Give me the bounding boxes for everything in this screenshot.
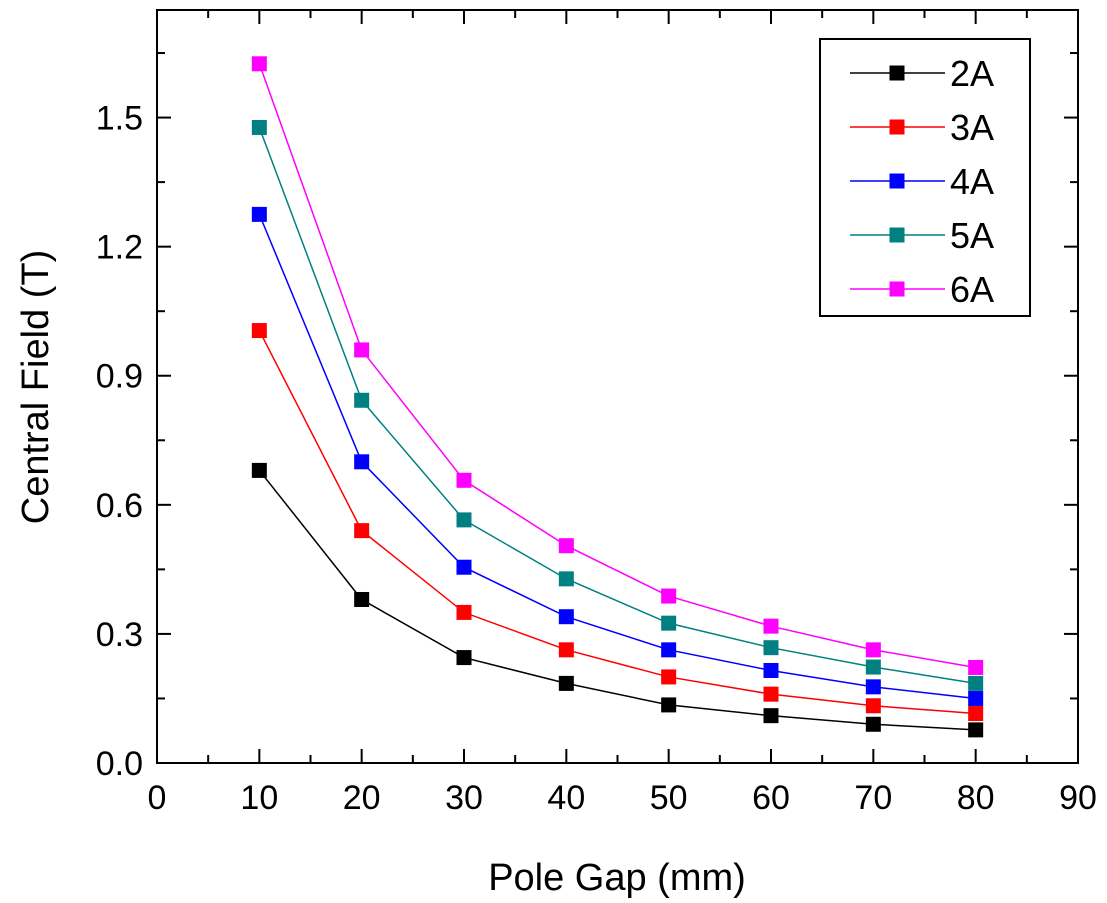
legend-marker-5A <box>889 227 905 243</box>
data-point-5A <box>456 512 472 528</box>
data-point-3A <box>661 669 677 685</box>
data-point-5A <box>865 659 881 675</box>
data-point-5A <box>763 640 779 656</box>
legend-marker-3A <box>889 119 905 135</box>
data-point-6A <box>456 472 472 488</box>
y-tick-label: 0.9 <box>96 358 143 396</box>
legend-label-6A: 6A <box>950 269 994 310</box>
data-point-4A <box>763 662 779 678</box>
data-point-6A <box>558 538 574 554</box>
data-point-4A <box>661 642 677 658</box>
y-tick-label: 0.3 <box>96 616 143 654</box>
series-line-6A <box>258 63 976 669</box>
data-point-3A <box>456 604 472 620</box>
data-point-4A <box>456 559 472 575</box>
data-point-2A <box>865 716 881 732</box>
data-point-6A <box>865 642 881 658</box>
data-point-4A <box>354 454 370 470</box>
data-point-5A <box>354 392 370 408</box>
data-point-2A <box>558 675 574 691</box>
x-tick-label: 90 <box>1059 779 1097 817</box>
y-axis-title: Central Field (T) <box>15 250 57 525</box>
data-point-4A <box>251 206 267 222</box>
x-tick-label: 40 <box>547 779 585 817</box>
data-point-2A <box>661 697 677 713</box>
data-point-6A <box>354 342 370 358</box>
x-tick-label: 70 <box>854 779 892 817</box>
series-line-5A <box>258 127 976 685</box>
data-point-4A <box>865 679 881 695</box>
x-tick-label: 50 <box>650 779 688 817</box>
series-line-3A <box>258 330 976 715</box>
data-point-5A <box>558 571 574 587</box>
legend-label-5A: 5A <box>950 215 994 256</box>
legend-label-4A: 4A <box>950 161 994 202</box>
data-point-3A <box>354 523 370 539</box>
data-point-2A <box>251 462 267 478</box>
data-point-5A <box>661 615 677 631</box>
legend-label-2A: 2A <box>950 53 994 94</box>
data-point-4A <box>968 690 984 706</box>
data-point-2A <box>968 722 984 738</box>
y-tick-label: 0.0 <box>96 745 143 783</box>
x-tick-label: 0 <box>148 779 167 817</box>
data-point-3A <box>968 706 984 722</box>
data-point-3A <box>558 642 574 658</box>
x-tick-label: 30 <box>445 779 483 817</box>
y-tick-label: 1.5 <box>96 100 143 138</box>
x-tick-label: 60 <box>752 779 790 817</box>
series-line-2A <box>258 469 976 731</box>
data-point-6A <box>251 56 267 72</box>
x-tick-label: 20 <box>343 779 381 817</box>
plot-area: 0 10 20 30 40 50 60 70 80 90 0.0 0.3 0.6 0.9 1.2 1.5 2A 3… <box>96 9 1097 817</box>
x-axis-title: Pole Gap (mm) <box>488 857 746 899</box>
data-point-5A <box>968 675 984 691</box>
x-tick-label: 80 <box>957 779 995 817</box>
legend-marker-4A <box>889 173 905 189</box>
x-tick-label: 10 <box>240 779 278 817</box>
legend-box <box>819 38 1031 317</box>
y-tick-label: 1.2 <box>96 229 143 267</box>
data-point-2A <box>354 591 370 607</box>
legend-marker-6A <box>889 281 905 297</box>
data-point-6A <box>763 618 779 634</box>
legend-marker-2A <box>889 65 905 81</box>
data-point-2A <box>763 708 779 724</box>
data-point-3A <box>763 686 779 702</box>
data-point-3A <box>865 698 881 714</box>
legend-label-3A: 3A <box>950 107 994 148</box>
data-point-5A <box>251 119 267 135</box>
y-tick-label: 0.6 <box>96 487 143 525</box>
data-point-6A <box>968 659 984 675</box>
data-point-4A <box>558 609 574 625</box>
series-line-4A <box>258 214 976 700</box>
data-point-3A <box>251 323 267 339</box>
data-point-2A <box>456 650 472 666</box>
data-point-6A <box>661 588 677 604</box>
